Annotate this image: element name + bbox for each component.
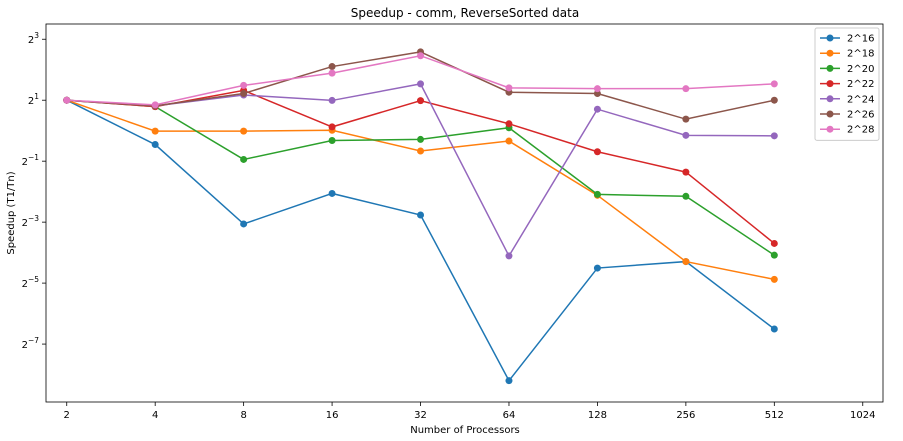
data-point bbox=[505, 84, 513, 92]
y-tick-label: 2−7 bbox=[22, 336, 40, 351]
x-tick-label: 128 bbox=[588, 410, 607, 421]
x-axis-label: Number of Processors bbox=[410, 425, 520, 436]
data-point bbox=[770, 80, 778, 88]
data-point bbox=[593, 264, 601, 272]
x-tick-label: 64 bbox=[503, 410, 516, 421]
legend: 2^16 2^18 2^20 2^22 2^24 2^26 2^28 bbox=[814, 27, 880, 141]
data-point bbox=[151, 101, 159, 109]
plot-frame bbox=[45, 23, 884, 403]
data-point bbox=[682, 168, 690, 176]
legend-label: 2^26 bbox=[847, 110, 874, 121]
legend-swatch-marker bbox=[826, 95, 834, 103]
legend-label: 2^24 bbox=[847, 94, 874, 105]
series-2-22 bbox=[63, 86, 778, 247]
legend-item: 2^24 bbox=[820, 94, 874, 105]
chart-title: Speedup - comm, ReverseSorted data bbox=[351, 6, 579, 20]
legend-label: 2^18 bbox=[847, 49, 874, 60]
data-point bbox=[593, 148, 601, 156]
data-point bbox=[417, 52, 425, 60]
data-point bbox=[417, 135, 425, 143]
legend-label: 2^16 bbox=[847, 34, 874, 45]
y-axis-label: Speedup (T1/Tn) bbox=[6, 171, 17, 254]
data-point bbox=[417, 80, 425, 88]
legend-label: 2^22 bbox=[847, 79, 874, 90]
data-point bbox=[505, 120, 513, 128]
x-tick-label: 32 bbox=[414, 410, 427, 421]
data-point bbox=[328, 96, 336, 104]
data-point bbox=[417, 97, 425, 105]
data-point bbox=[770, 275, 778, 283]
series-2-24 bbox=[63, 80, 778, 260]
data-point bbox=[770, 239, 778, 247]
data-point bbox=[240, 127, 248, 135]
legend-item: 2^18 bbox=[820, 49, 874, 60]
x-tick-label: 2 bbox=[64, 410, 70, 421]
y-tick-label: 2−3 bbox=[22, 214, 40, 229]
data-point bbox=[328, 63, 336, 71]
legend-label: 2^28 bbox=[847, 125, 874, 136]
data-point bbox=[240, 81, 248, 89]
x-tick-label: 512 bbox=[765, 410, 784, 421]
legend-item: 2^26 bbox=[820, 110, 874, 121]
data-point bbox=[417, 211, 425, 219]
data-point bbox=[593, 89, 601, 97]
legend-label: 2^20 bbox=[847, 64, 874, 75]
data-point bbox=[770, 325, 778, 333]
data-point bbox=[151, 141, 159, 149]
legend-item: 2^20 bbox=[820, 64, 874, 75]
data-point bbox=[240, 220, 248, 228]
y-tick-label: 21 bbox=[28, 92, 39, 107]
data-point bbox=[328, 123, 336, 131]
data-point bbox=[328, 137, 336, 145]
legend-swatch-marker bbox=[826, 80, 834, 88]
data-point bbox=[770, 132, 778, 140]
series-2-18 bbox=[63, 96, 778, 283]
x-tick-label: 1024 bbox=[850, 410, 875, 421]
x-tick-label: 256 bbox=[676, 410, 695, 421]
data-point bbox=[770, 251, 778, 259]
data-point bbox=[770, 96, 778, 104]
x-tick-label: 8 bbox=[240, 410, 246, 421]
y-tick-label: 2−1 bbox=[22, 153, 40, 168]
legend-item: 2^22 bbox=[820, 79, 874, 90]
data-point bbox=[682, 85, 690, 93]
series-line bbox=[66, 83, 775, 258]
series-2-28 bbox=[63, 52, 778, 109]
x-tick-label: 4 bbox=[152, 410, 158, 421]
data-point bbox=[593, 105, 601, 113]
legend-swatch-marker bbox=[826, 110, 834, 118]
data-point bbox=[328, 189, 336, 197]
data-point bbox=[151, 127, 159, 135]
y-tick-label: 2−5 bbox=[22, 275, 40, 290]
data-point bbox=[682, 258, 690, 266]
data-point bbox=[593, 85, 601, 93]
data-point bbox=[505, 252, 513, 260]
data-point bbox=[240, 89, 248, 97]
series-line bbox=[66, 99, 775, 256]
series-line bbox=[66, 99, 775, 281]
legend-swatch-marker bbox=[826, 125, 834, 133]
y-axis: 2−7 2−5 2−3 2−1 21 23 bbox=[22, 31, 46, 351]
data-point bbox=[328, 69, 336, 77]
legend-swatch-marker bbox=[826, 64, 834, 72]
data-point bbox=[63, 96, 71, 104]
series-layer bbox=[63, 48, 778, 385]
data-point bbox=[682, 192, 690, 200]
x-tick-label: 16 bbox=[326, 410, 339, 421]
data-point bbox=[593, 190, 601, 198]
y-tick-label: 23 bbox=[28, 31, 39, 46]
series-2-20 bbox=[63, 96, 778, 259]
legend-swatch-marker bbox=[826, 34, 834, 42]
legend-item: 2^28 bbox=[820, 125, 874, 136]
legend-swatch-marker bbox=[826, 49, 834, 57]
x-axis: 2 4 8 16 32 64 128 256 512 1024 bbox=[64, 402, 875, 421]
data-point bbox=[240, 155, 248, 163]
legend-item: 2^16 bbox=[820, 34, 874, 45]
data-point bbox=[417, 147, 425, 155]
data-point bbox=[682, 131, 690, 139]
data-point bbox=[682, 115, 690, 123]
data-point bbox=[505, 377, 513, 385]
data-point bbox=[505, 137, 513, 145]
